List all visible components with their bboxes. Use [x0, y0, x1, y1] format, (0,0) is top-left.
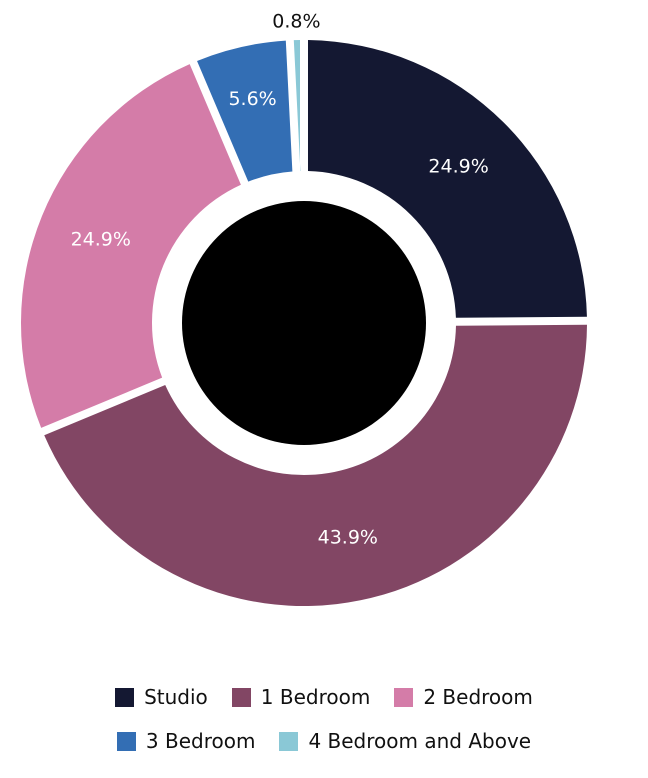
legend-item-1-bedroom: 1 Bedroom: [231, 685, 371, 709]
slice-studio: [307, 40, 587, 318]
legend-item-4-bedroom-and-above: 4 Bedroom and Above: [279, 729, 531, 753]
legend-label-studio: Studio: [144, 685, 208, 709]
donut-slices: [20, 40, 587, 607]
label-3-bedroom: 5.6%: [228, 88, 276, 110]
legend-label-4-bedroom-and-above: 4 Bedroom and Above: [308, 729, 532, 753]
slice-2-bedroom: [20, 64, 241, 428]
legend-swatch-2-bedroom: [394, 687, 414, 707]
slice-4-bedroom-and-above: [293, 40, 301, 172]
label-4-bedroom-and-above: 0.8%: [272, 11, 320, 33]
donut-chart: 24.9% 43.9% 24.9% 5.6% 0.8%: [20, 11, 587, 607]
slice-3-bedroom: [197, 40, 293, 182]
legend-row-1: Studio 1 Bedroom 2 Bedroom: [0, 675, 648, 719]
label-2-bedroom: 24.9%: [71, 229, 131, 251]
label-1-bedroom: 43.9%: [318, 527, 378, 549]
legend-swatch-4-bedroom-and-above: [279, 731, 299, 751]
legend-swatch-3-bedroom: [116, 731, 136, 751]
legend-item-3-bedroom: 3 Bedroom: [116, 729, 256, 753]
legend-item-2-bedroom: 2 Bedroom: [394, 685, 533, 709]
label-studio: 24.9%: [428, 156, 488, 178]
legend-row-2: 3 Bedroom 4 Bedroom and Above: [0, 719, 648, 763]
legend-label-3-bedroom: 3 Bedroom: [145, 729, 256, 753]
legend-label-2-bedroom: 2 Bedroom: [423, 685, 533, 709]
legend-swatch-studio: [115, 687, 135, 707]
donut-center: [182, 201, 426, 445]
legend-swatch-1-bedroom: [231, 687, 251, 707]
legend-label-1-bedroom: 1 Bedroom: [260, 685, 371, 709]
slice-labels: 24.9% 43.9% 24.9% 5.6% 0.8%: [71, 11, 489, 549]
slice-1-bedroom: [44, 324, 587, 607]
legend: Studio 1 Bedroom 2 Bedroom 3 Bedroom 4 B…: [0, 675, 648, 763]
legend-item-studio: Studio: [115, 685, 208, 709]
